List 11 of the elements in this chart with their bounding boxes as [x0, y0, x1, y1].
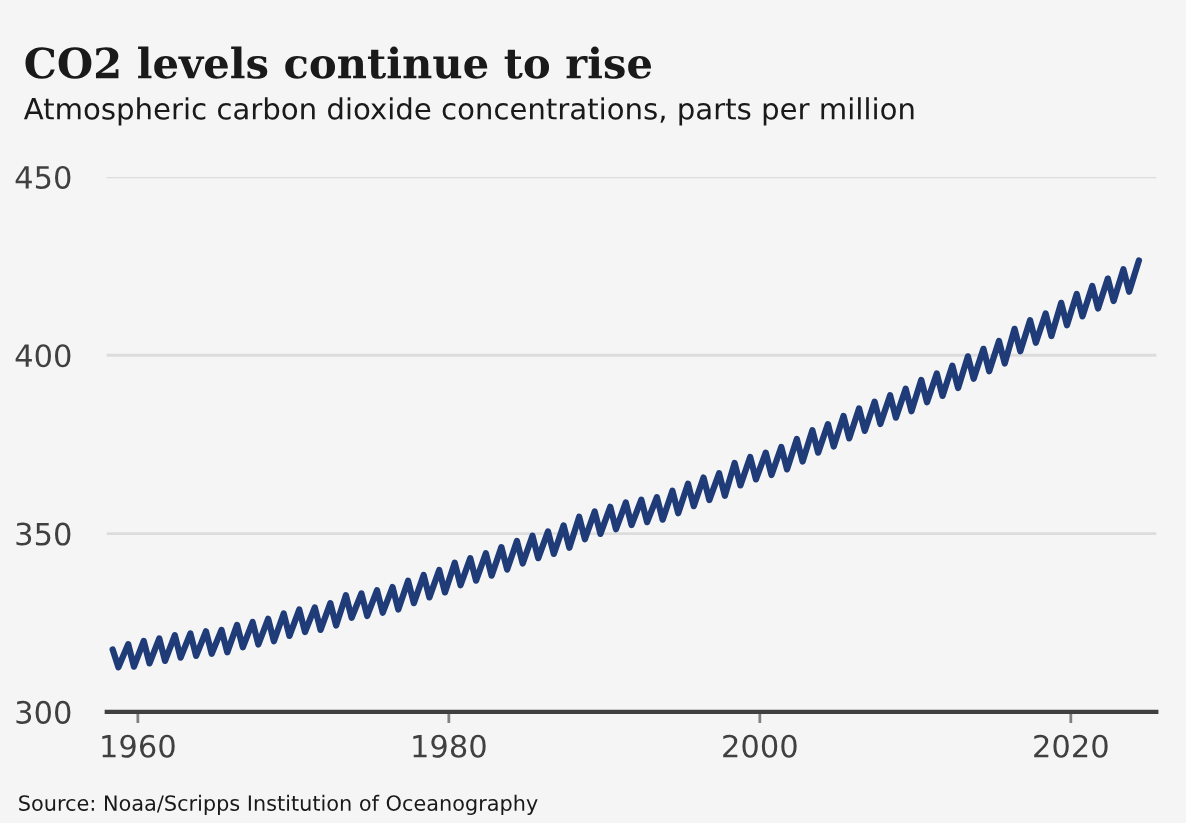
x-tick-label: 2000	[723, 734, 797, 758]
x-tick-label: 2020	[1034, 734, 1108, 758]
y-tick-label: 450	[15, 165, 71, 189]
y-tick-label: 400	[15, 344, 71, 368]
y-tick-label: 300	[16, 700, 71, 724]
x-tick-label: 1980	[413, 734, 486, 758]
y-tick-label: 350	[16, 522, 71, 546]
x-tick-label: 1960	[102, 734, 175, 758]
chart-title: CO2 levels continue to rise	[25, 46, 652, 79]
source-note: Source: Noaa/Scripps Institution of Oceanography	[19, 794, 538, 815]
chart-subtitle: Atmospheric carbon dioxide concentrations, parts per million	[23, 97, 914, 126]
